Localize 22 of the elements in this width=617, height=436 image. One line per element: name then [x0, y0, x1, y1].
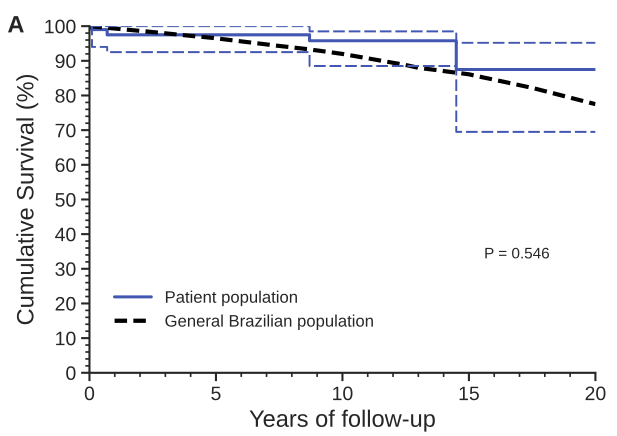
x-tick-label: 15 [460, 386, 479, 400]
y-tick-label: 80 [55, 88, 76, 103]
annotation: P = 0.546 [485, 248, 549, 259]
y-axis-title: Cumulative Survival (%) [16, 74, 38, 324]
legend-label: Patient population [166, 290, 297, 306]
y-tick-label: 90 [56, 54, 76, 68]
legend-label: General Brazilian population [165, 314, 373, 330]
x-tick-label: 5 [211, 386, 221, 400]
y-tick-label: 50 [55, 192, 76, 207]
y-tick-label: 30 [55, 262, 76, 276]
y-tick-label: 0 [66, 366, 76, 380]
y-tick-label: 40 [55, 228, 76, 242]
x-tick-label: 10 [333, 386, 352, 400]
y-tick-label: 60 [56, 158, 76, 172]
text: A [8, 16, 24, 32]
y-tick-label: 10 [56, 332, 76, 346]
x-axis-title: Years of follow-up [250, 410, 435, 432]
x-tick-label: 20 [586, 386, 606, 400]
y-tick-label: 70 [56, 124, 76, 138]
x-tick-label: 0 [84, 386, 94, 400]
y-tick-label: 100 [45, 20, 76, 34]
y-tick-label: 20 [56, 296, 76, 311]
